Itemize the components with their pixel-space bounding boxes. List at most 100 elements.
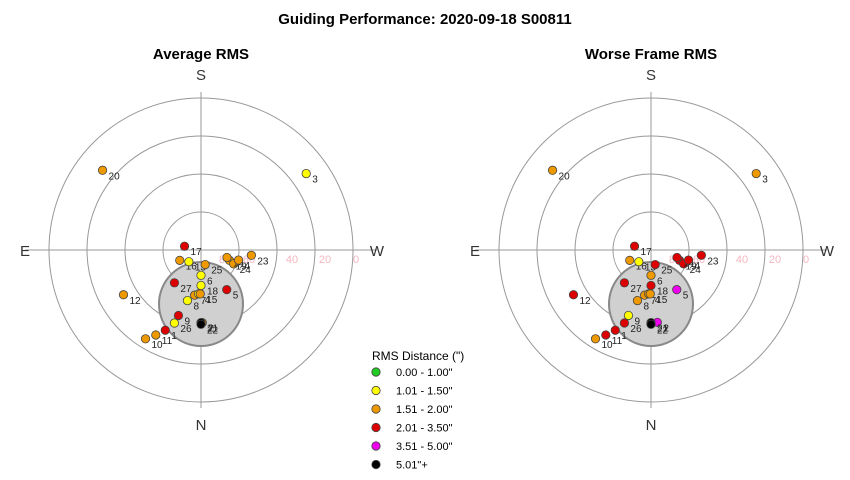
data-point <box>182 295 193 306</box>
chart-subtitle: Average RMS <box>153 46 249 63</box>
legend: RMS Distance (") 0.00 - 1.00" 1.01 - 1.50"… <box>371 349 464 472</box>
ring-label: 0 <box>353 254 359 266</box>
data-point <box>751 168 761 179</box>
data-point-label: 7 <box>201 296 207 307</box>
zenith-exclusion-disc <box>608 261 694 347</box>
legend-swatch <box>371 404 381 414</box>
data-point <box>140 334 151 344</box>
data-point-label: 8 <box>193 302 199 313</box>
data-point-label: 17 <box>191 247 203 258</box>
data-point <box>645 289 655 299</box>
data-point-label: 12 <box>579 296 591 307</box>
data-point <box>301 168 311 179</box>
direction-label-north: N <box>646 417 657 434</box>
legend-item-label: 1.51 - 2.00" <box>396 404 453 416</box>
data-point-label: 11 <box>162 336 173 347</box>
legend-swatch <box>371 385 381 396</box>
data-point-label: 18 <box>657 286 669 297</box>
data-point-label: 27 <box>630 284 642 295</box>
direction-label-south: S <box>646 67 656 84</box>
ring-label: 40 <box>736 254 748 266</box>
data-point <box>619 278 630 288</box>
data-point-label: 26 <box>180 324 192 335</box>
data-point-label: 19 <box>686 261 698 272</box>
data-point <box>632 295 643 306</box>
data-point <box>222 252 232 263</box>
data-point <box>619 318 630 328</box>
data-point <box>175 255 185 265</box>
direction-label-west: W <box>820 243 835 260</box>
worse-frame-rms-polar-plot: Worse Frame RMS806040200SNEW221221011126… <box>470 46 835 434</box>
data-point <box>196 319 206 329</box>
data-point <box>646 280 656 291</box>
legend-swatch <box>371 459 381 470</box>
data-point-label: 10 <box>602 340 614 351</box>
data-point-label: 3 <box>762 175 768 186</box>
direction-label-north: N <box>196 417 207 434</box>
average-rms-polar-plot: Average RMS806040200SNEW2212210111269874… <box>20 46 385 434</box>
ring-label: 20 <box>769 254 781 266</box>
data-point-label: 5 <box>683 291 689 302</box>
data-point <box>200 260 210 270</box>
data-point-label: 15 <box>206 295 218 306</box>
data-point-label: 16 <box>636 261 648 272</box>
data-point-label: 22 <box>657 325 669 336</box>
legend-title: RMS Distance (") <box>372 349 464 363</box>
data-point-label: 9 <box>184 316 190 327</box>
direction-label-east: E <box>20 243 30 260</box>
legend-swatch <box>371 441 381 451</box>
data-point-label: 23 <box>257 256 269 267</box>
data-point-label: 13 <box>195 263 207 274</box>
data-point <box>646 270 656 280</box>
data-point-label: 27 <box>180 284 192 295</box>
data-point-label: 12 <box>129 296 141 307</box>
data-point-label: 20 <box>559 171 571 182</box>
data-point <box>623 310 634 321</box>
data-point-label: 16 <box>186 261 198 272</box>
direction-label-south: S <box>196 67 206 84</box>
data-point <box>179 241 190 251</box>
data-point <box>196 280 206 291</box>
data-point-label: 18 <box>207 286 219 297</box>
data-point-label: 5 <box>233 291 239 302</box>
data-point <box>169 278 180 288</box>
figure-title: Guiding Performance: 2020-09-18 S00811 <box>278 11 571 28</box>
data-point <box>590 334 601 344</box>
data-point <box>650 260 660 270</box>
data-point <box>547 165 558 175</box>
data-point <box>222 285 232 295</box>
data-point <box>173 310 184 321</box>
data-point <box>97 165 108 175</box>
data-point-label: 4 <box>695 261 701 272</box>
data-point-label: 9 <box>634 316 640 327</box>
data-point-label: 4 <box>205 295 211 306</box>
data-point-label: 17 <box>641 247 653 258</box>
data-point <box>195 289 205 299</box>
data-point-label: 25 <box>661 266 673 277</box>
data-point <box>683 255 694 265</box>
legend-swatch <box>371 367 381 377</box>
data-point <box>246 250 256 260</box>
ring-label: 0 <box>803 254 809 266</box>
zenith-exclusion-disc <box>158 261 244 347</box>
data-point <box>672 252 682 263</box>
ring-label: 40 <box>286 254 298 266</box>
data-point <box>696 250 706 260</box>
data-point <box>601 330 611 340</box>
data-point-label: 24 <box>240 265 252 276</box>
data-point <box>634 257 644 267</box>
direction-label-west: W <box>370 243 385 260</box>
legend-item-label: 0.00 - 1.00" <box>396 367 453 379</box>
data-point <box>151 330 161 340</box>
data-point <box>233 255 244 265</box>
direction-label-east: E <box>470 243 480 260</box>
data-point-label: 4 <box>655 295 661 306</box>
data-point-label: 6 <box>207 276 213 287</box>
data-point-label: 6 <box>657 276 663 287</box>
legend-item-label: 2.01 - 3.50" <box>396 423 453 435</box>
data-point-label: 13 <box>645 263 657 274</box>
data-point-label: 2 <box>208 324 214 335</box>
data-point-label: 2 <box>663 323 669 334</box>
data-point <box>196 270 206 280</box>
